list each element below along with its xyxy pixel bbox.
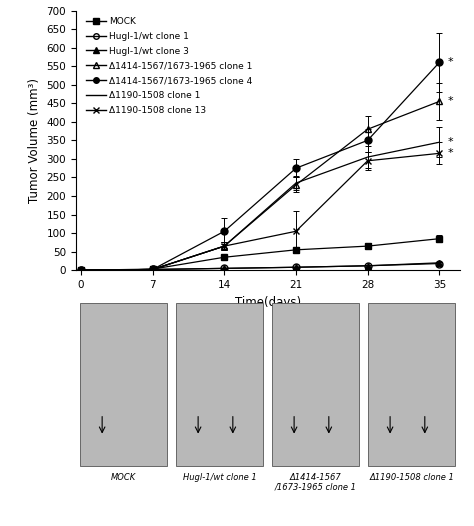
Text: Δ1414-1567
/1673-1965 clone 1: Δ1414-1567 /1673-1965 clone 1 [275,472,357,492]
Bar [368,303,455,466]
Text: *: * [447,57,453,67]
Bar [176,303,263,466]
Text: *: * [447,137,453,147]
Text: *: * [447,148,453,158]
Text: *: * [447,96,453,106]
X-axis label: Time(days): Time(days) [235,296,301,309]
Text: Hugl-1/wt clone 1: Hugl-1/wt clone 1 [183,472,257,482]
Y-axis label: Tumor Volume (mm³): Tumor Volume (mm³) [28,78,41,203]
Text: MOCK: MOCK [111,472,137,482]
Legend: MOCK, Hugl-1/wt clone 1, Hugl-1/wt clone 3, Δ1414-1567/1673-1965 clone 1, Δ1414-: MOCK, Hugl-1/wt clone 1, Hugl-1/wt clone… [84,15,255,117]
Bar [273,303,359,466]
Bar [81,303,167,466]
Text: Δ1190-1508 clone 1: Δ1190-1508 clone 1 [369,472,454,482]
